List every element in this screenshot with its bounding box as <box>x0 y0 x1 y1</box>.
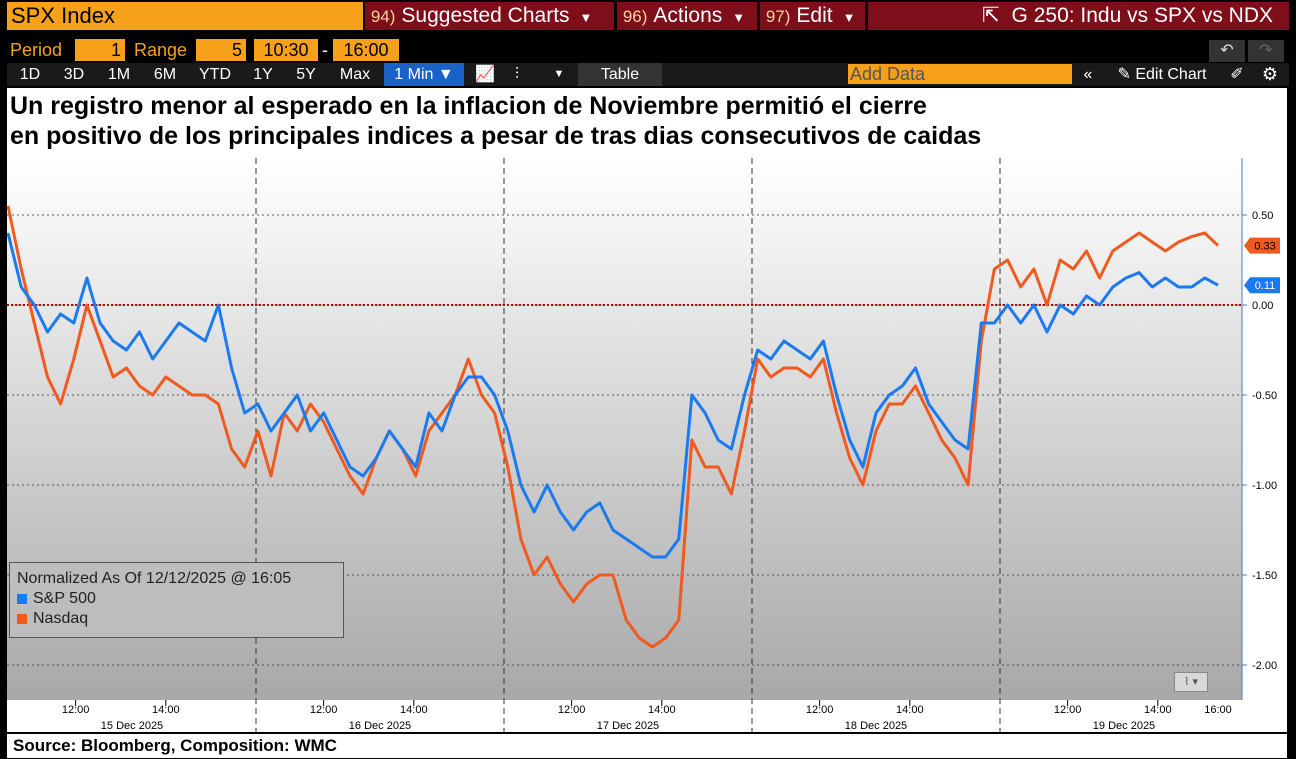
chevron-down-icon: ▼ <box>842 10 856 25</box>
range-input[interactable]: 5 <box>196 39 246 61</box>
x-tick-label: 12:00 <box>806 704 834 716</box>
last-value-label: 0.33 <box>1254 241 1275 253</box>
end-time-input[interactable]: 16:00 <box>333 39 399 61</box>
range-label: Range <box>134 40 188 60</box>
chevron-down-icon: ▼ <box>732 10 746 25</box>
menu-number: 96) <box>622 7 648 26</box>
tab-3d[interactable]: 3D <box>63 66 85 83</box>
tab-ytd[interactable]: YTD <box>199 66 231 83</box>
x-tick-label: 14:00 <box>648 704 676 716</box>
x-tick-label: 12:00 <box>62 704 90 716</box>
line-chart-icon[interactable]: 📈 <box>475 66 495 83</box>
time-separator: - <box>322 40 328 60</box>
period-label: Period <box>10 40 63 60</box>
last-value-tag <box>1244 277 1280 294</box>
start-time-input[interactable]: 10:30 <box>254 39 318 61</box>
menu-label: Suggested Charts <box>401 4 570 27</box>
collapse-icon[interactable]: « <box>1083 66 1093 83</box>
x-tick-label: 16:00 <box>1204 704 1232 716</box>
ticker-field[interactable]: SPX Index <box>7 2 363 30</box>
source-note: Source: Bloomberg, Composition: WMC <box>7 734 1287 758</box>
x-tick-label: 12:00 <box>1054 704 1082 716</box>
tab-1y[interactable]: 1Y <box>253 66 273 83</box>
x-tick-label: 14:00 <box>1144 704 1172 716</box>
chart-type-dropdown-icon[interactable]: ▼ <box>553 68 565 80</box>
day-label: 15 Dec 2025 <box>101 720 163 732</box>
chart-title-bar: ⇱ G 250: Indu vs SPX vs NDX <box>868 2 1289 30</box>
spx-series-line <box>6 232 1219 559</box>
day-label: 18 Dec 2025 <box>845 720 907 732</box>
x-tick-label: 12:00 <box>310 704 338 716</box>
y-tick-label: -1.50 <box>1252 570 1277 582</box>
tab-max[interactable]: Max <box>339 66 371 83</box>
bar-chart-icon[interactable]: ⫶ <box>514 66 519 83</box>
edit-chart-label: Edit Chart <box>1135 66 1207 83</box>
chevron-down-icon: ▼ <box>579 10 593 25</box>
add-data-input[interactable]: Add Data <box>848 64 1072 84</box>
tab-1m[interactable]: 1M <box>107 66 131 83</box>
last-value-tag <box>1244 237 1280 254</box>
y-tick-label: -1.00 <box>1252 480 1277 492</box>
suggested-charts-menu[interactable]: 94) Suggested Charts ▼ <box>365 2 614 30</box>
chart-legend: Normalized As Of 12/12/2025 @ 16:05 S&P … <box>9 562 344 638</box>
y-tick-label: -0.50 <box>1252 390 1277 402</box>
edit-menu[interactable]: 97) Edit ▼ <box>760 2 865 30</box>
menu-label: Actions <box>653 4 723 27</box>
undo-icon[interactable]: ↶ <box>1209 40 1245 62</box>
headline-line-1: Un registro menor al esperado en la infl… <box>10 92 927 120</box>
legend-swatch <box>17 613 27 624</box>
pencil-icon: ✎ <box>1117 66 1131 83</box>
day-label: 16 Dec 2025 <box>349 720 411 732</box>
annotate-icon[interactable]: ✐ <box>1230 66 1244 83</box>
headline-line-2: en positivo de los principales indices a… <box>10 122 982 150</box>
period-input[interactable]: 1 <box>75 39 125 61</box>
interval-select[interactable]: 1 Min ▼ <box>384 63 464 86</box>
redo-icon[interactable]: ↷ <box>1248 40 1284 62</box>
actions-menu[interactable]: 96) Actions ▼ <box>617 2 757 30</box>
chart-title: G 250: Indu vs SPX vs NDX <box>1011 4 1273 27</box>
x-tick-label: 14:00 <box>152 704 180 716</box>
chart-headline: Un registro menor al esperado en la infl… <box>10 91 1280 151</box>
x-tick-label: 14:00 <box>400 704 428 716</box>
gear-icon[interactable]: ⚙ <box>1261 64 1279 84</box>
legend-item-spx: S&P 500 <box>17 589 336 609</box>
edit-chart-button[interactable]: ✎ Edit Chart <box>1106 63 1218 86</box>
table-button[interactable]: Table <box>578 63 662 86</box>
menu-label: Edit <box>796 4 833 27</box>
x-tick-label: 14:00 <box>896 704 924 716</box>
legend-item-ndx: Nasdaq <box>17 609 336 629</box>
legend-title: Normalized As Of 12/12/2025 @ 16:05 <box>17 570 292 587</box>
chart-options-icon[interactable]: ⌇ ▾ <box>1174 672 1208 692</box>
menu-number: 94) <box>370 7 396 26</box>
x-tick-label: 12:00 <box>558 704 586 716</box>
popout-icon[interactable]: ⇱ <box>981 4 1000 27</box>
tab-6m[interactable]: 6M <box>153 66 177 83</box>
y-tick-label: 0.50 <box>1252 210 1273 222</box>
menu-number: 97) <box>765 7 791 26</box>
x-axis-band <box>7 700 1242 732</box>
y-tick-label: 0.00 <box>1252 300 1273 312</box>
legend-label: S&P 500 <box>33 590 96 607</box>
ndx-series-line <box>6 205 1220 649</box>
day-label: 17 Dec 2025 <box>597 720 659 732</box>
day-label: 19 Dec 2025 <box>1093 720 1155 732</box>
tab-5y[interactable]: 5Y <box>296 66 316 83</box>
tab-1d[interactable]: 1D <box>19 66 41 83</box>
y-tick-label: -2.00 <box>1252 660 1277 672</box>
legend-swatch <box>17 593 27 604</box>
last-value-label: 0.11 <box>1255 280 1276 292</box>
legend-label: Nasdaq <box>33 610 89 627</box>
